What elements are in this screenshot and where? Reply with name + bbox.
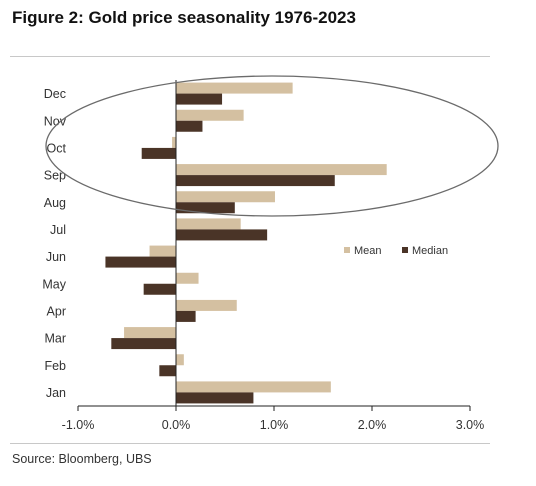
- y-tick-label-oct: Oct: [47, 141, 67, 155]
- y-axis-labels: Jan Feb Mar Apr May Jun Jul Aug Sep Oct Nov Dec: [42, 87, 66, 400]
- bar-median-feb: [159, 365, 176, 377]
- bar-median-jan: [176, 392, 254, 404]
- bar-median-dec: [176, 93, 223, 105]
- bar-mean-feb: [176, 354, 184, 366]
- bar-median-mar: [111, 338, 176, 350]
- y-tick-label-jul: Jul: [50, 223, 66, 237]
- bar-median-jul: [176, 229, 268, 241]
- bar-mean-nov: [176, 109, 244, 121]
- y-tick-label-mar: Mar: [44, 332, 66, 346]
- x-tick-label: 2.0%: [358, 418, 387, 432]
- source-note: Source: Bloomberg, UBS: [12, 452, 152, 466]
- bar-mean-aug: [176, 191, 275, 203]
- bar-median-may: [143, 283, 176, 295]
- bar-mean-dec: [176, 82, 293, 94]
- x-tick-label: 1.0%: [260, 418, 289, 432]
- y-tick-label-jun: Jun: [46, 250, 66, 264]
- bar-mean-may: [176, 272, 199, 284]
- bar-median-nov: [176, 120, 203, 132]
- y-tick-label-aug: Aug: [44, 196, 66, 210]
- y-tick-label-feb: Feb: [44, 359, 66, 373]
- legend-swatch-mean: [344, 247, 350, 253]
- bar-mean-jun: [149, 245, 176, 257]
- x-tick-label: 0.0%: [162, 418, 191, 432]
- legend-label-median: Median: [412, 245, 448, 257]
- bar-mean-apr: [176, 299, 237, 311]
- y-tick-label-may: May: [42, 277, 66, 291]
- y-tick-label-sep: Sep: [44, 169, 66, 183]
- bar-mean-jan: [176, 381, 331, 393]
- x-tick-label: -1.0%: [62, 418, 95, 432]
- highlight-ellipse: [45, 75, 499, 217]
- bar-mean-sep: [176, 164, 387, 176]
- y-tick-label-dec: Dec: [44, 87, 66, 101]
- legend-swatch-median: [402, 247, 408, 253]
- top-rule: [10, 56, 490, 57]
- x-axis-ticks: -1.0% 0.0% 1.0% 2.0% 3.0%: [62, 406, 485, 432]
- y-tick-label-apr: Apr: [47, 304, 66, 318]
- bar-mean-mar: [124, 327, 176, 339]
- bar-median-apr: [176, 310, 196, 322]
- bar-median-aug: [176, 202, 235, 214]
- bottom-rule: [10, 443, 490, 444]
- bars: [105, 82, 387, 404]
- bar-median-oct: [141, 147, 176, 159]
- bar-mean-jul: [176, 218, 241, 230]
- figure-title: Figure 2: Gold price seasonality 1976-20…: [12, 8, 356, 27]
- legend: Mean Median: [344, 245, 448, 257]
- bar-median-jun: [105, 256, 176, 268]
- bar-median-sep: [176, 175, 335, 187]
- y-tick-label-jan: Jan: [46, 386, 66, 400]
- legend-label-mean: Mean: [354, 245, 382, 257]
- x-tick-label: 3.0%: [456, 418, 485, 432]
- y-tick-label-nov: Nov: [44, 114, 67, 128]
- bar-mean-oct: [172, 136, 176, 148]
